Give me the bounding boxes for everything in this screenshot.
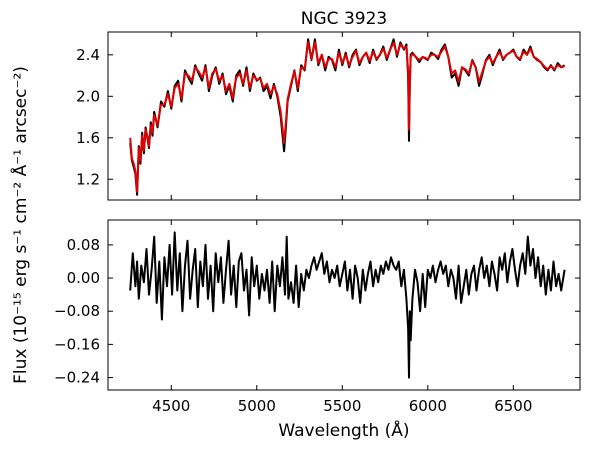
top-series-1-line: [129, 41, 565, 193]
top-y-tick-label: 1.2: [76, 170, 100, 188]
top-plot-area: [129, 38, 566, 196]
bottom-x-tick-label: 5000: [238, 397, 276, 415]
top-y-tick-label: 2.0: [76, 87, 100, 105]
bottom-series-0-line: [129, 231, 566, 379]
bottom-x-tick-label: 5500: [323, 397, 361, 415]
bottom-y-tick-label: −0.16: [54, 335, 100, 353]
bottom-y-tick-label: 0.00: [67, 269, 100, 287]
top-panel: 1.2 1.6 2.0 2.4: [76, 31, 581, 201]
top-x-axis: [170, 32, 514, 200]
bottom-x-axis: 4500 5000 5500 6000 6500: [152, 220, 532, 415]
bottom-panel: −0.24 −0.16 −0.08 0.00 0.08 4500 5000 5500 6000…: [54, 219, 581, 415]
bottom-y-tick-label: −0.24: [54, 369, 100, 387]
bottom-x-tick-label: 4500: [152, 397, 190, 415]
bottom-y-tick-label: 0.08: [67, 236, 100, 254]
y-axis-label: Flux (10⁻¹⁵ erg s⁻¹ cm⁻² Å⁻¹ arcsec⁻²): [9, 66, 31, 384]
bottom-x-tick-label: 6000: [409, 397, 447, 415]
top-panel-frame: [107, 31, 581, 201]
x-axis-label: Wavelength (Å): [278, 419, 409, 441]
bottom-y-axis: −0.24 −0.16 −0.08 0.00 0.08: [54, 236, 580, 387]
top-y-axis: 1.2 1.6 2.0 2.4: [76, 46, 580, 188]
bottom-panel-frame: [107, 219, 581, 391]
chart-title: NGC 3923: [301, 9, 387, 29]
top-y-tick-label: 2.4: [76, 46, 100, 64]
bottom-plot-area: [129, 231, 566, 379]
top-y-tick-label: 1.6: [76, 129, 100, 147]
bottom-x-tick-label: 6500: [494, 397, 532, 415]
bottom-y-tick-label: −0.08: [54, 302, 100, 320]
